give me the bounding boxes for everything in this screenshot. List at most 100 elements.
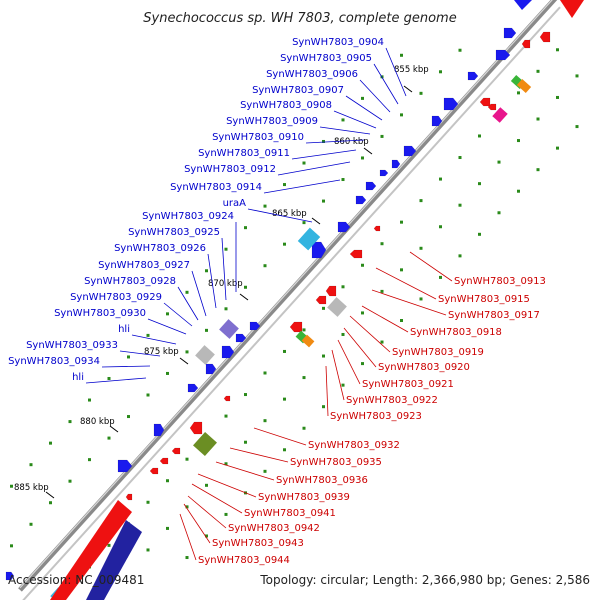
gene-label-text: SynWH7803_0907 — [252, 85, 344, 96]
track-dot — [224, 307, 228, 311]
feature-block — [219, 319, 239, 339]
tick-label: 865 kbp — [272, 209, 307, 219]
track-dot — [458, 48, 462, 52]
feature-block — [297, 227, 321, 251]
gene-label-text: SynWH7803_0904 — [292, 37, 384, 48]
track-dot — [536, 117, 540, 121]
backbone-shadow — [22, 6, 561, 600]
leader-line — [101, 365, 151, 368]
gene-label-text: SynWH7803_0908 — [240, 100, 332, 111]
gene-features — [5, 0, 584, 600]
gene-label-text: SynWH7803_0919 — [392, 347, 484, 358]
track-dot — [302, 376, 306, 380]
track-dot — [322, 354, 325, 358]
track-dot — [10, 544, 13, 548]
track-dot — [478, 232, 481, 236]
track-dot — [283, 397, 286, 401]
tick-label: 855 kbp — [394, 65, 429, 75]
leader-line — [147, 318, 187, 335]
reverse-gene — [521, 39, 531, 49]
gene-label-text: uraA — [223, 198, 247, 209]
leader-line — [291, 149, 357, 160]
track-dot — [29, 463, 33, 467]
track-dot — [400, 53, 403, 57]
track-dot — [439, 275, 442, 279]
track-dot — [107, 543, 111, 547]
track-dot — [205, 534, 208, 538]
track-dot — [205, 483, 208, 487]
track-dot — [361, 96, 364, 100]
track-dot — [419, 91, 423, 95]
map-title: Synechococcus sp. WH 7803, complete geno… — [143, 11, 456, 26]
reverse-gene-label: SynWH7803_0939 — [197, 473, 350, 503]
leader-line — [333, 110, 377, 129]
forward-gene-label: SynWH7803_0928 — [84, 276, 199, 321]
reverse-gene — [125, 493, 133, 501]
genome-backbone — [18, 0, 561, 600]
track-dot — [283, 242, 286, 246]
track-dot — [322, 199, 325, 203]
reverse-gene-label: SynWH7803_0935 — [229, 447, 382, 468]
track-dot — [400, 113, 403, 117]
leader-line — [337, 339, 361, 385]
gene-label-text: SynWH7803_0932 — [308, 440, 400, 451]
forward-gene-label: SynWH7803_0927 — [98, 260, 207, 317]
forward-gene-label: SynWH7803_0930 — [54, 308, 187, 335]
feature-block — [301, 334, 315, 348]
track-dot — [185, 350, 189, 354]
track-dot — [497, 160, 501, 164]
kbp-tick: 865 kbp — [272, 209, 321, 225]
leader-line — [191, 483, 243, 514]
track-dot — [478, 182, 481, 186]
track-dot — [341, 383, 345, 387]
leader-line — [85, 377, 147, 384]
track-dot — [380, 340, 384, 344]
forward-gene — [153, 423, 165, 437]
track-dot — [185, 556, 189, 560]
reverse-gene-label: SynWH7803_0944 — [179, 513, 290, 566]
gene-label-text: SynWH7803_0917 — [448, 310, 540, 321]
gene-label-text: SynWH7803_0943 — [212, 538, 304, 549]
reverse-gene — [325, 285, 337, 297]
leader-line — [247, 208, 313, 223]
forward-gene — [467, 71, 479, 81]
reverse-gene — [149, 467, 159, 475]
forward-gene — [431, 115, 443, 127]
forward-gene-label: SynWH7803_0905 — [280, 53, 399, 105]
reverse-gene-label: SynWH7803_0936 — [215, 461, 368, 486]
track-dot — [263, 419, 267, 423]
forward-gene-label: hli — [118, 324, 177, 345]
track-dot — [146, 500, 150, 504]
reverse-gene — [349, 249, 363, 259]
reverse-gene — [539, 31, 551, 43]
forward-gene-label: SynWH7803_0908 — [240, 100, 377, 129]
feature-block — [492, 107, 508, 123]
tick-mark — [109, 425, 119, 433]
reverse-gene-label: SynWH7803_0919 — [349, 315, 484, 358]
tick-mark — [239, 293, 249, 301]
forward-gene — [311, 241, 327, 259]
track-dot — [380, 242, 384, 246]
track-dot — [107, 436, 111, 440]
gene-label-text: SynWH7803_0912 — [184, 164, 276, 175]
leader-line — [325, 365, 329, 417]
forward-gene — [514, 0, 532, 10]
track-dot — [263, 264, 267, 268]
forward-gene — [205, 363, 217, 375]
leader-line — [349, 315, 391, 353]
gene-label-text: SynWH7803_0928 — [84, 276, 176, 287]
track-dot — [341, 178, 345, 182]
track-dot — [458, 254, 462, 258]
track-dot — [517, 91, 520, 95]
reverse-gene — [479, 97, 491, 107]
track-dot — [263, 371, 267, 375]
reverse-gene-label: SynWH7803_0942 — [187, 495, 320, 534]
track-dot — [166, 479, 169, 483]
leader-line — [361, 305, 409, 333]
reverse-gene — [189, 421, 203, 435]
reverse-gene-label: SynWH7803_0922 — [331, 349, 438, 406]
leader-line — [179, 513, 197, 561]
forward-gene-label: SynWH7803_0912 — [184, 161, 351, 176]
reverse-gene-label: SynWH7803_0920 — [343, 327, 470, 373]
